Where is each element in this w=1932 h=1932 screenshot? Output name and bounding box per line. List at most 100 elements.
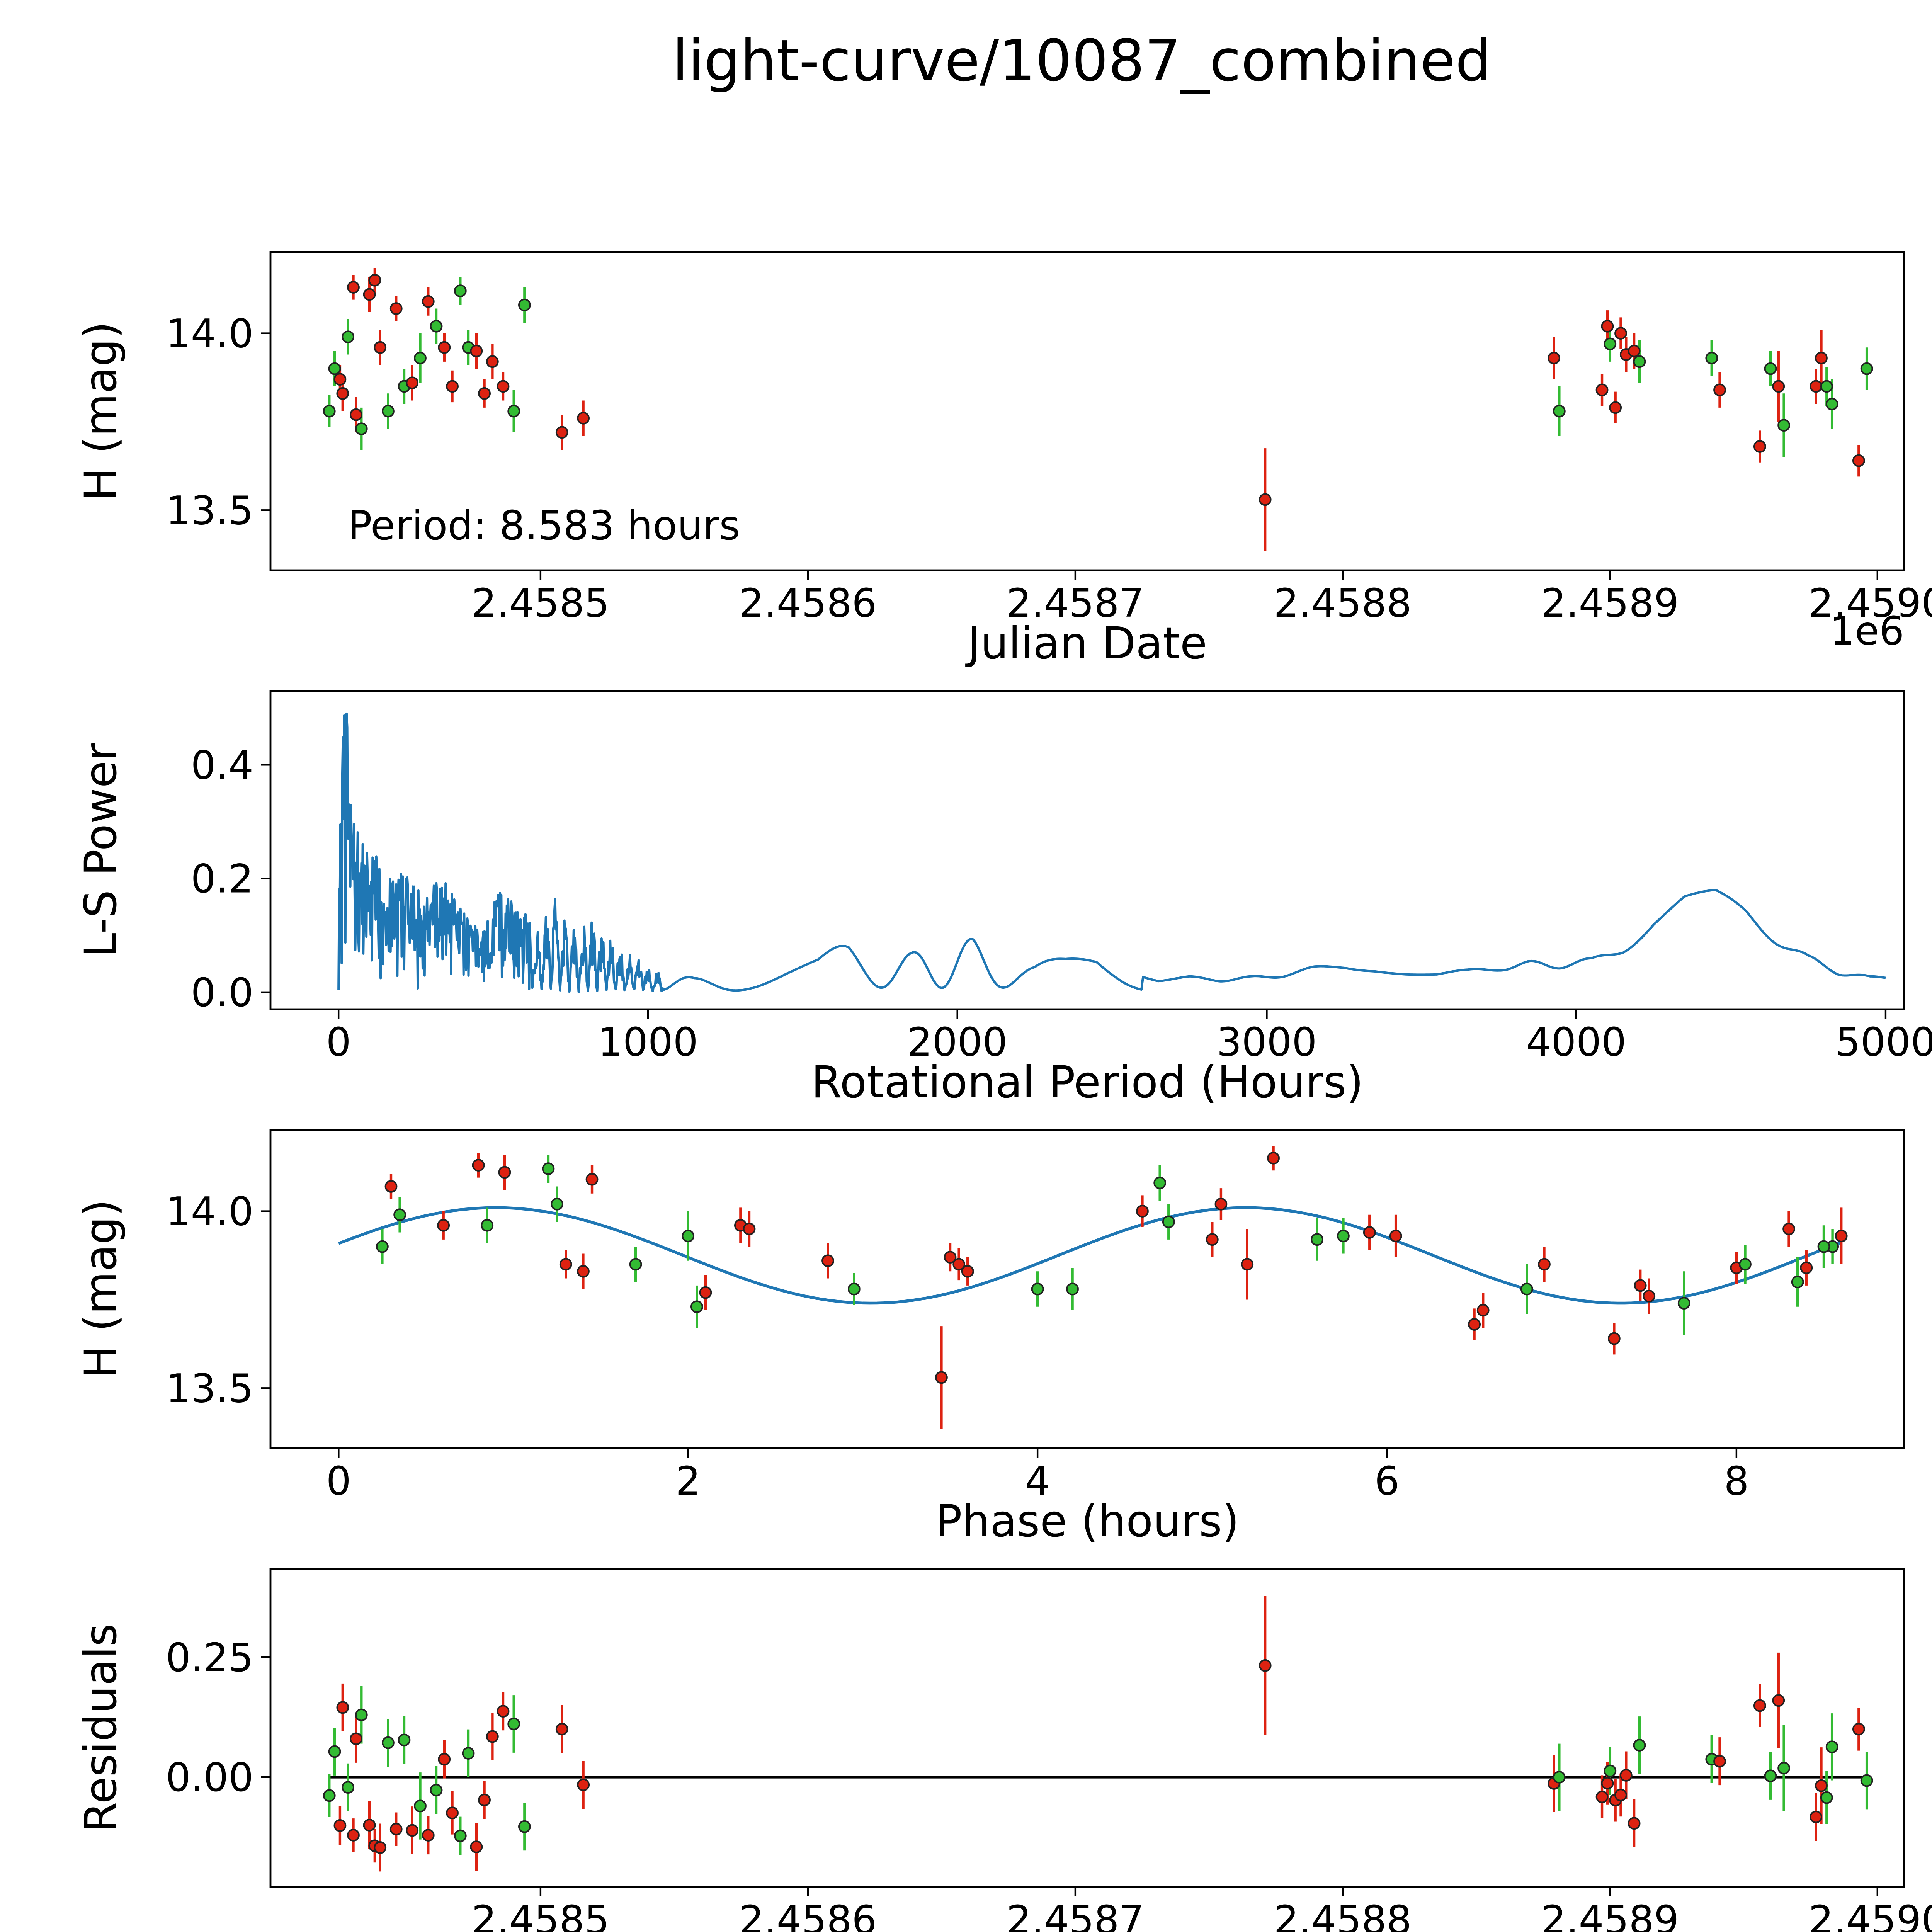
data-point-red bbox=[1782, 1222, 1795, 1235]
data-point-green bbox=[1337, 1230, 1350, 1243]
data-point-red bbox=[497, 380, 510, 393]
data-point-green bbox=[1553, 405, 1566, 418]
data-point-red bbox=[389, 1823, 403, 1836]
data-point-green bbox=[454, 1829, 467, 1842]
data-point-green bbox=[1739, 1258, 1752, 1271]
data-point-red bbox=[1634, 1279, 1647, 1292]
data-point-red bbox=[1772, 1694, 1785, 1707]
data-point-red bbox=[1595, 383, 1609, 396]
data-point-red bbox=[1619, 1769, 1633, 1782]
data-point-red bbox=[1614, 327, 1627, 340]
data-point-red bbox=[363, 1819, 376, 1832]
data-point-red bbox=[1214, 1197, 1228, 1211]
data-point-red bbox=[472, 1159, 485, 1172]
data-point-red bbox=[1267, 1151, 1280, 1165]
data-point-green bbox=[1633, 355, 1646, 368]
data-point-green bbox=[342, 330, 355, 344]
data-point-red bbox=[350, 408, 362, 421]
data-point-green bbox=[355, 422, 368, 435]
data-point-green bbox=[430, 320, 443, 333]
data-point-red bbox=[743, 1222, 756, 1235]
data-point-green bbox=[1820, 380, 1833, 393]
data-point-green bbox=[1820, 1791, 1833, 1804]
data-point-green bbox=[551, 1197, 563, 1211]
data-point-green bbox=[462, 1747, 475, 1760]
data-point-red bbox=[422, 295, 435, 308]
data-point-red bbox=[374, 341, 387, 354]
data-point-green bbox=[629, 1258, 642, 1271]
x-tick-label: 2.4587 bbox=[1006, 1897, 1144, 1932]
data-point-red bbox=[486, 355, 499, 368]
y-tick-label: 0.2 bbox=[191, 856, 253, 902]
x-tick-label: 4000 bbox=[1526, 1019, 1626, 1065]
data-point-red bbox=[1713, 1755, 1726, 1768]
x-tick-label: 5000 bbox=[1835, 1019, 1932, 1065]
data-point-green bbox=[454, 284, 467, 298]
y-axis-label: L-S Power bbox=[75, 743, 126, 957]
data-point-green bbox=[1153, 1176, 1167, 1189]
x-tick-label: 2000 bbox=[907, 1019, 1008, 1065]
data-point-red bbox=[437, 1219, 450, 1232]
data-point-red bbox=[384, 1180, 398, 1193]
data-point-red bbox=[1713, 383, 1726, 396]
data-point-red bbox=[1772, 380, 1785, 393]
data-point-red bbox=[406, 376, 419, 389]
data-point-red bbox=[1628, 344, 1641, 357]
x-tick-label: 0 bbox=[326, 1019, 351, 1065]
data-point-green bbox=[1817, 1240, 1830, 1253]
data-point-red bbox=[446, 1806, 459, 1820]
x-tick-label: 2.4586 bbox=[739, 580, 877, 626]
data-point-red bbox=[555, 426, 568, 439]
data-point-red bbox=[438, 1753, 451, 1766]
data-point-red bbox=[555, 1723, 568, 1736]
data-point-green bbox=[1311, 1233, 1324, 1246]
x-axis-label: Julian Date bbox=[965, 617, 1207, 669]
data-point-red bbox=[1815, 1779, 1828, 1792]
sinusoid-fit-line bbox=[338, 1206, 1842, 1305]
x-tick-label: 2.4588 bbox=[1274, 580, 1412, 626]
x-axis-offset-text: 1e6 bbox=[1830, 608, 1904, 654]
data-point-red bbox=[486, 1730, 499, 1743]
data-point-red bbox=[1389, 1230, 1402, 1243]
data-point-green bbox=[355, 1708, 368, 1721]
data-point-red bbox=[1643, 1289, 1656, 1303]
y-tick-label: 14.0 bbox=[166, 311, 253, 357]
data-point-red bbox=[422, 1829, 435, 1842]
data-point-red bbox=[350, 1732, 362, 1745]
data-point-red bbox=[406, 1824, 419, 1837]
data-point-green bbox=[690, 1300, 703, 1313]
data-point-red bbox=[1800, 1261, 1813, 1274]
data-point-red bbox=[1628, 1817, 1641, 1830]
axes-frame bbox=[269, 251, 1905, 571]
data-point-green bbox=[1031, 1282, 1044, 1296]
x-tick-label: 2.4585 bbox=[471, 580, 609, 626]
data-point-green bbox=[393, 1208, 406, 1221]
y-tick-label: 13.5 bbox=[166, 1366, 253, 1412]
figure-title: light-curve/10087_combined bbox=[672, 27, 1492, 94]
data-point-red bbox=[1259, 493, 1272, 506]
periodogram-line bbox=[337, 712, 1886, 993]
x-axis-offset-text: 1e6 bbox=[1830, 1925, 1904, 1932]
data-point-red bbox=[446, 380, 459, 393]
data-point-green bbox=[1633, 1739, 1646, 1752]
data-point-green bbox=[342, 1781, 355, 1794]
data-point-red bbox=[1241, 1258, 1254, 1271]
data-point-green bbox=[682, 1230, 695, 1243]
data-point-red bbox=[961, 1265, 974, 1278]
x-axis-label: Phase (hours) bbox=[935, 1495, 1239, 1547]
data-point-red bbox=[1363, 1226, 1376, 1239]
data-point-red bbox=[1815, 352, 1828, 365]
data-point-red bbox=[1753, 440, 1766, 453]
data-point-green bbox=[328, 362, 341, 375]
data-point-green bbox=[1764, 1769, 1777, 1782]
data-point-red bbox=[1607, 1332, 1621, 1345]
data-point-green bbox=[323, 1789, 336, 1802]
data-point-green bbox=[382, 1736, 395, 1749]
data-point-red bbox=[944, 1251, 957, 1264]
data-point-green bbox=[518, 298, 531, 311]
data-point-red bbox=[497, 1705, 510, 1718]
data-point-red bbox=[577, 1265, 590, 1278]
x-tick-label: 2.4585 bbox=[471, 1897, 609, 1932]
